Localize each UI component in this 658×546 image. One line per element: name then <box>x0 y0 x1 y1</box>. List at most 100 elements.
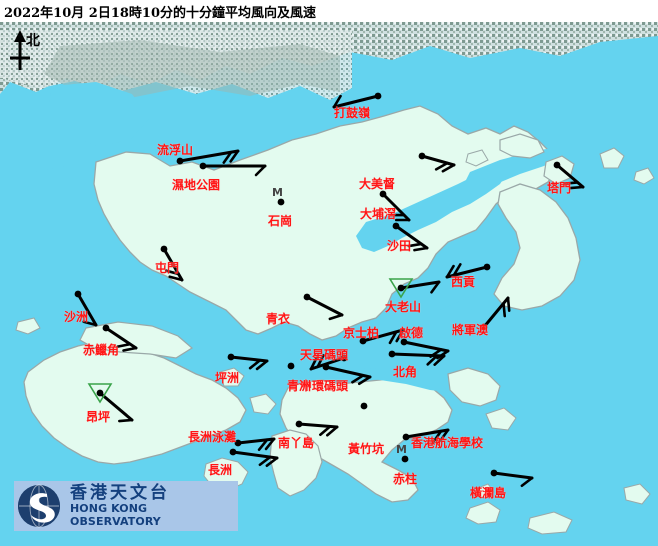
port-shelter <box>428 266 506 310</box>
station-dot-icon <box>340 354 348 362</box>
barb-feather <box>430 280 441 294</box>
station-dot-icon <box>374 92 382 100</box>
wind-station-shek-kong <box>277 198 285 206</box>
station-label-tai-mei-tuk: 大美督 <box>359 177 396 191</box>
station-dot-icon <box>400 338 408 346</box>
north-arrow-icon <box>10 30 30 70</box>
barb-shaft <box>420 154 456 167</box>
station-label-ta-kwu-ling: 打鼓嶺 <box>334 106 371 120</box>
tolo-channel <box>462 148 560 192</box>
station-label-shek-kong: 石崗 <box>268 214 293 228</box>
wind-station-kings-park <box>359 328 405 345</box>
station-dot-icon <box>397 284 405 292</box>
shenzhen-urban <box>44 40 340 98</box>
wind-station-cheung-chau-beach <box>234 437 276 452</box>
station-label-wong-chuk-hang: 黃竹坑 <box>348 442 385 456</box>
barb-feather <box>433 354 446 366</box>
wind-station-lamma-island <box>295 420 339 437</box>
barb-feather <box>445 264 455 279</box>
station-dot-icon <box>295 420 303 428</box>
page-title: 2022年10月 2日18時10分的十分鐘平均風向及風速 <box>4 6 317 21</box>
wind-station-tai-mei-tuk <box>418 152 456 173</box>
station-dot-icon <box>418 152 426 160</box>
station-label-kings-park: 京士柏 <box>343 326 380 340</box>
station-dot-icon <box>227 353 235 361</box>
barb-shaft <box>555 163 585 189</box>
plover-cove <box>499 133 545 159</box>
barb-feather <box>82 320 98 327</box>
station-dot-icon <box>480 323 488 331</box>
missing-data-marker-stanley: M <box>396 443 407 456</box>
hko-logo: 香港天文台 HONG KONG OBSERVATORY <box>14 481 238 531</box>
station-label-peng-chau: 坪洲 <box>215 371 240 385</box>
barb-feather <box>122 346 138 352</box>
wind-station-tsing-yi <box>303 293 344 321</box>
barb-feather <box>116 342 132 348</box>
barb-feather <box>434 161 449 171</box>
station-label-cheung-chau-beach: 長洲泳灘 <box>188 430 237 444</box>
barb-feather <box>248 358 262 370</box>
n-islet-a <box>465 149 489 167</box>
wind-station-waglan-island <box>490 469 534 488</box>
wind-station-tate-s-cairn <box>388 278 441 299</box>
wind-station-sha-tin <box>392 222 429 252</box>
peng-chau-island <box>219 367 245 387</box>
barb-feather <box>164 269 180 276</box>
barb-feather <box>563 181 579 185</box>
barb-feather <box>319 425 332 437</box>
barb-feather <box>506 296 511 312</box>
station-label-sha-chau: 沙洲 <box>64 310 89 324</box>
wind-station-sha-chau <box>74 290 98 327</box>
north-label: 北 <box>26 33 40 49</box>
station-dot-icon <box>96 389 104 397</box>
wind-station-central-pier <box>322 363 372 386</box>
station-label-stanley: 赤柱 <box>393 472 418 486</box>
sai-kung-peninsula <box>493 183 581 311</box>
barb-feather <box>569 185 585 190</box>
tko-coast <box>447 367 501 407</box>
wind-station-tseung-kwan-o <box>480 296 511 331</box>
station-label-lamma-island: 南丫島 <box>278 436 315 450</box>
ne-islet-b <box>633 167 655 185</box>
station-label-kai-tak: 啟德 <box>399 326 424 340</box>
barb-feather <box>452 263 462 277</box>
barb-feather <box>328 313 344 321</box>
logo-chinese-text: 香港天文台 <box>70 483 170 503</box>
wind-station-star-ferry <box>309 354 348 371</box>
station-label-central-pier: 中環碼頭 <box>300 379 349 393</box>
station-label-tseung-kwan-o: 將軍澳 <box>452 323 489 337</box>
hei-ling-chau <box>249 393 277 415</box>
barb-shaft <box>178 149 240 163</box>
station-dot-icon <box>277 198 285 206</box>
barb-feather <box>441 163 456 173</box>
station-label-sai-kung: 西貢 <box>451 275 476 289</box>
wind-station-chek-lap-kok <box>102 324 138 352</box>
barb-shaft <box>332 94 380 109</box>
wind-station-tai-po-kau <box>379 190 411 222</box>
station-label-waglan-island: 橫瀾島 <box>470 486 507 500</box>
station-dot-icon <box>322 363 330 371</box>
station-label-sea-school: 香港航海學校 <box>411 436 484 450</box>
barb-shaft <box>492 471 534 480</box>
station-dot-icon <box>160 245 168 253</box>
ne-islet-a <box>599 147 625 169</box>
new-territories-land <box>93 105 557 341</box>
station-label-green-island: 青洲 <box>287 379 312 393</box>
barb-feather <box>168 275 184 282</box>
map-geography <box>0 22 658 546</box>
barb-feather <box>426 354 439 366</box>
hko-emblem-icon <box>18 484 60 528</box>
station-label-chek-lap-kok: 赤鱲角 <box>83 343 120 357</box>
wind-station-ngong-ping <box>87 383 134 423</box>
map-canvas <box>0 22 658 546</box>
station-dot-icon <box>360 402 368 410</box>
station-dot-icon <box>74 290 82 298</box>
barb-shaft <box>229 355 269 363</box>
station-label-sha-tin: 沙田 <box>387 239 412 253</box>
wind-station-sai-kung <box>445 263 491 279</box>
wind-station-lau-fau-shan <box>176 149 240 165</box>
barb-feather <box>118 418 134 423</box>
barb-feather <box>254 164 267 177</box>
barb-feather <box>332 94 342 109</box>
